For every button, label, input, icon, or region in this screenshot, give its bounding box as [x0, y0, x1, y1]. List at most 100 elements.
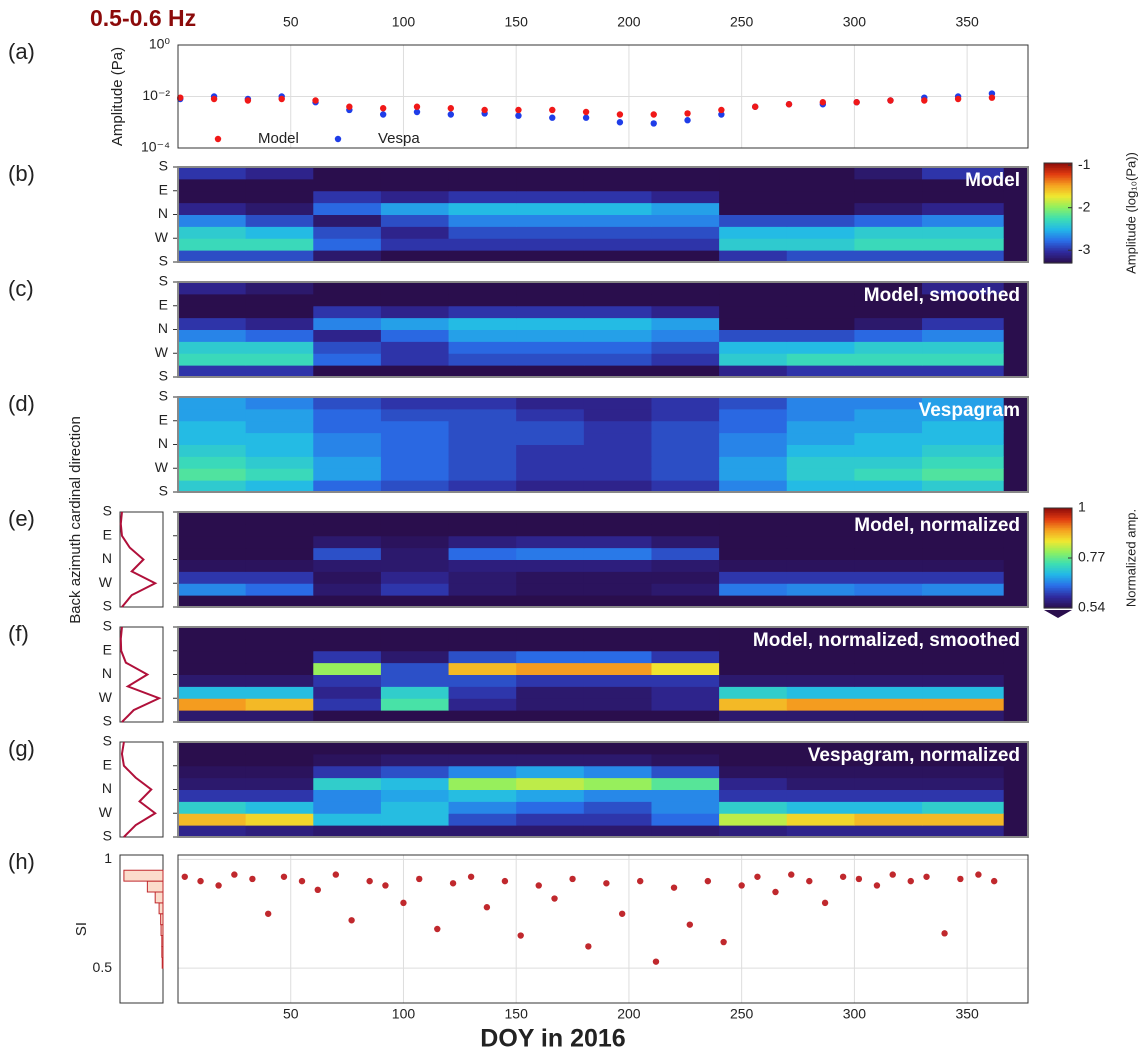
heatmap-cell: [178, 167, 247, 180]
data-point: [582, 114, 590, 121]
heatmap-cell: [448, 420, 517, 434]
heatmap-cell: [178, 638, 247, 652]
legend-marker: [214, 135, 222, 143]
heatmap-cell: [245, 341, 314, 354]
colorbar-swatch: [1044, 183, 1072, 186]
heatmap-cell: [313, 341, 382, 354]
heatmap-cell: [854, 710, 923, 723]
heatmap-cell: [786, 662, 855, 675]
heatmap-cell: [178, 250, 247, 263]
histogram-bar: [154, 891, 164, 904]
heatmap-cell: [651, 397, 720, 410]
heatmap-cell: [245, 698, 314, 711]
heatmap-cell: [178, 317, 247, 330]
heatmap-cell: [448, 638, 517, 652]
heatmap-cell: [719, 765, 788, 779]
heatmap-cell: [178, 801, 247, 814]
panel-label: (g): [8, 736, 35, 761]
heatmap-cell: [313, 190, 382, 204]
heatmap-cell: [786, 765, 855, 779]
heatmap-cell: [178, 293, 247, 307]
data-point: [177, 94, 184, 101]
heatmap-cell: [448, 559, 517, 572]
heatmap-cell: [313, 801, 382, 814]
heatmap-cell: [922, 420, 1004, 434]
data-point: [549, 106, 556, 114]
data-point: [314, 886, 321, 894]
heatmap-cell: [380, 305, 450, 319]
heatmap-cell: [854, 214, 923, 227]
data-point: [585, 943, 592, 950]
heatmap-cell: [245, 408, 314, 422]
heatmap-cell: [448, 250, 517, 263]
heatmap-cell: [380, 282, 450, 295]
heatmap-cell: [922, 178, 1004, 192]
heatmap-cell: [854, 397, 923, 410]
heatmap-cell: [380, 547, 450, 560]
heatmap-cell: [448, 353, 517, 366]
colorbar-tick-label: -3: [1078, 241, 1091, 257]
heatmap-cell: [922, 190, 1004, 204]
histogram-bar: [161, 956, 164, 969]
heatmap-cell: [178, 365, 247, 378]
y-tick-label: E: [159, 296, 168, 312]
heatmap-cell: [854, 341, 923, 354]
heatmap-cell: [178, 432, 247, 445]
heatmap-cell: [719, 595, 788, 608]
heatmap-cell: [313, 468, 382, 481]
data-point: [686, 921, 694, 928]
figure-title: 0.5-0.6 Hz: [90, 5, 196, 31]
colorbar-swatch: [1044, 258, 1072, 261]
heatmap-cell: [448, 365, 517, 378]
colorbar-swatch: [1044, 583, 1072, 586]
heatmap-cell: [583, 686, 652, 699]
heatmap-cell: [583, 480, 652, 493]
heatmap-cell: [651, 650, 720, 664]
heatmap-cell: [178, 341, 247, 354]
heatmap-cell: [448, 825, 517, 838]
legend-label: Model: [258, 130, 299, 147]
x-tick-label: 100: [392, 1006, 416, 1022]
colorbar-swatch: [1044, 579, 1072, 582]
y-axis-label: SI: [73, 922, 90, 936]
heatmap-cell: [178, 571, 247, 584]
colorbar-swatch: [1044, 581, 1072, 584]
heatmap-cell: [583, 777, 652, 790]
heatmap-cell: [448, 777, 517, 790]
heatmap-cell: [583, 753, 652, 767]
heatmap-cell: [922, 753, 1004, 767]
data-point: [941, 930, 948, 937]
heatmap-cell: [583, 662, 652, 675]
heatmap-cell: [516, 547, 585, 560]
heatmap-cell: [854, 801, 923, 814]
heatmap-cell: [448, 167, 517, 180]
colorbar-swatch: [1044, 569, 1072, 572]
heatmap-cell: [786, 214, 855, 227]
colorbar-swatch: [1044, 599, 1072, 602]
y-tick-label: E: [159, 181, 168, 197]
margin-frame: [119, 741, 164, 838]
heatmap-cell: [922, 305, 1004, 319]
heatmap-cell: [178, 305, 247, 319]
heatmap-cell: [313, 710, 382, 723]
x-tick-label: 350: [955, 1006, 979, 1022]
heatmap-cell: [583, 444, 652, 457]
heatmap-cell: [178, 547, 247, 560]
x-tick-label: 250: [730, 1006, 754, 1022]
heatmap-cell: [922, 408, 1004, 422]
heatmap-cell: [922, 480, 1004, 493]
data-point: [549, 114, 556, 121]
colorbar-swatch: [1044, 529, 1072, 532]
heatmap-cell: [245, 178, 314, 192]
colorbar-frame: [1043, 162, 1073, 264]
heatmap-cell: [854, 813, 923, 826]
y-tick-label: 1: [104, 850, 112, 866]
data-point: [788, 871, 795, 878]
data-point: [637, 877, 644, 885]
colorbar-swatch: [1044, 543, 1072, 546]
heatmap-cell: [719, 662, 788, 675]
heatmap-cell: [380, 317, 450, 330]
heatmap-cell: [922, 686, 1004, 699]
heatmap-cell: [516, 341, 585, 354]
y-tick-label: S: [103, 503, 112, 519]
